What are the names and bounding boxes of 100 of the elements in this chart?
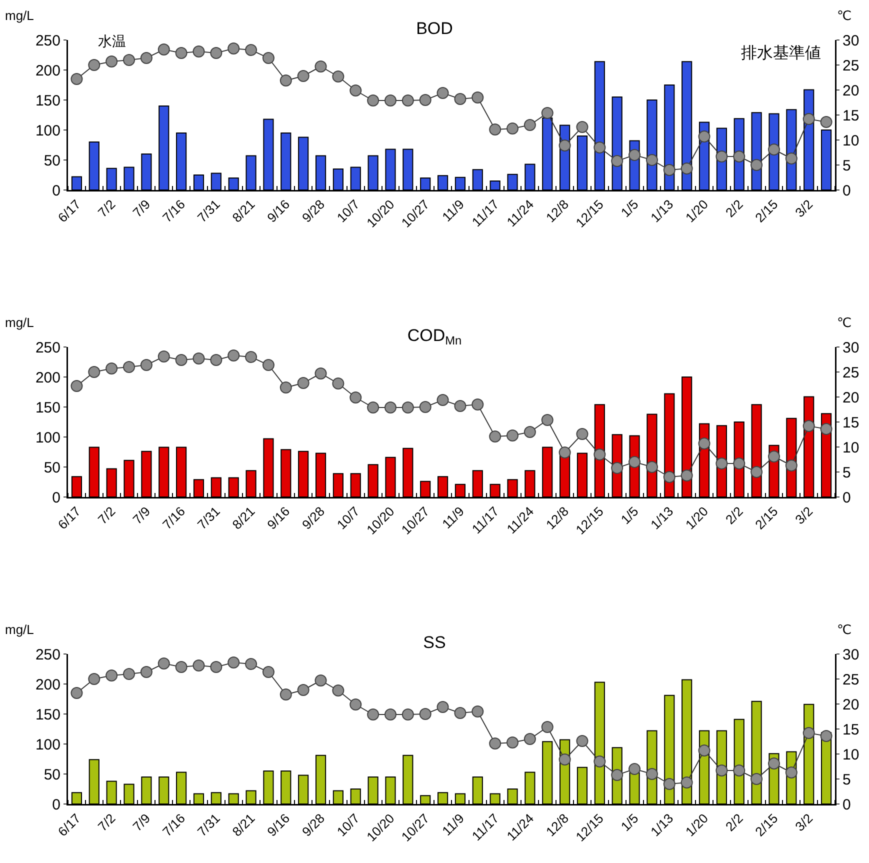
y2-tick-label: 5: [842, 157, 851, 174]
point: [698, 744, 710, 756]
y2-tick-label: 20: [842, 82, 860, 100]
point: [402, 708, 414, 720]
y2-tick-label: 20: [842, 696, 860, 714]
point: [436, 701, 449, 713]
point: [332, 70, 344, 82]
point: [280, 688, 292, 700]
y2-tick-label: 15: [842, 107, 860, 124]
point: [384, 402, 396, 414]
y-tick-label: 250: [35, 32, 60, 50]
point: [297, 377, 310, 389]
point: [768, 144, 780, 156]
x-tick-label: 1/5: [618, 504, 642, 528]
x-tick-label: 3/2: [792, 504, 816, 528]
point: [332, 378, 344, 390]
point: [210, 354, 222, 366]
point: [332, 684, 344, 696]
x-tick-label: 9/28: [298, 196, 328, 226]
point: [454, 400, 466, 412]
point: [716, 458, 728, 470]
x-tick-label: 8/21: [229, 810, 258, 840]
x-tick-label: 7/16: [160, 810, 188, 840]
point: [297, 70, 310, 82]
point: [419, 94, 432, 106]
y-tick-label: 150: [35, 92, 60, 110]
point: [367, 94, 380, 106]
point: [367, 402, 380, 414]
x-tick-label: 1/5: [618, 810, 642, 834]
y2-tick-label: 30: [842, 646, 860, 664]
point: [785, 460, 798, 472]
series-label: 水温: [98, 33, 126, 49]
point: [419, 401, 432, 413]
point: [175, 661, 188, 673]
y2-axis-title: ℃: [837, 622, 852, 637]
point: [733, 764, 746, 776]
point: [646, 768, 658, 780]
x-tick-label: 3/2: [792, 196, 816, 220]
point: [802, 420, 815, 432]
point: [314, 368, 327, 380]
chart-title: BOD: [416, 18, 453, 38]
point: [698, 438, 710, 450]
y2-tick-label: 30: [842, 32, 860, 50]
x-tick-label: 11/9: [439, 196, 467, 225]
point: [140, 52, 152, 64]
x-tick-label: 9/16: [264, 504, 293, 532]
point: [768, 758, 780, 770]
point: [663, 164, 676, 176]
point: [768, 450, 780, 462]
y2-tick-label: 15: [842, 721, 860, 738]
point: [506, 736, 519, 748]
point: [594, 756, 606, 768]
point: [245, 351, 258, 363]
y-tick-label: 0: [52, 489, 60, 506]
point: [88, 673, 100, 685]
point: [785, 152, 798, 164]
point: [820, 423, 832, 435]
point: [820, 116, 832, 128]
point: [106, 56, 118, 68]
y2-axis-title: ℃: [837, 8, 852, 23]
point: [716, 150, 728, 162]
point: [524, 119, 536, 131]
y2-tick-label: 10: [842, 132, 860, 150]
point: [733, 150, 746, 162]
point: [506, 430, 519, 442]
y2-tick-label: 25: [842, 671, 860, 688]
point: [367, 708, 380, 720]
x-tick-label: 8/21: [229, 196, 258, 226]
point: [314, 674, 327, 686]
point: [192, 660, 205, 672]
point: [680, 470, 693, 482]
y2-tick-label: 0: [842, 489, 851, 506]
point: [228, 42, 240, 54]
y-tick-label: 200: [35, 62, 60, 80]
x-tick-label: 2/2: [722, 196, 746, 220]
point: [820, 730, 832, 742]
point: [663, 778, 676, 790]
x-tick-label: 7/31: [194, 504, 223, 532]
y2-tick-label: 5: [842, 464, 851, 482]
point: [350, 392, 362, 404]
y-tick-label: 150: [35, 706, 60, 724]
y-axis-title: mg/L: [5, 8, 34, 23]
x-tick-label: 9/16: [264, 810, 293, 840]
point: [106, 362, 118, 374]
y-tick-label: 200: [35, 369, 60, 386]
point: [541, 414, 554, 426]
x-tick-label: 7/31: [194, 196, 223, 226]
point: [140, 666, 152, 678]
chart-title: COD$_{Mn}$: [407, 326, 462, 348]
x-tick-label: 8/21: [229, 504, 258, 532]
point: [680, 776, 693, 788]
x-tick-label: 1/5: [618, 196, 642, 220]
point: [158, 658, 170, 670]
x-tick-label: 7/31: [194, 810, 223, 840]
y-tick-label: 200: [35, 676, 60, 694]
x-tick-label: 7/16: [160, 196, 188, 226]
x-tick-label: 9/28: [298, 810, 328, 840]
point: [802, 727, 815, 739]
point: [436, 394, 449, 406]
point: [210, 47, 222, 59]
